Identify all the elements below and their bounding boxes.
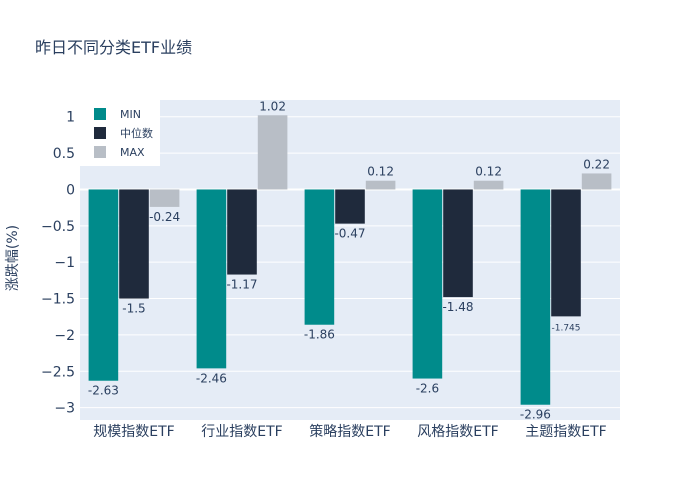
data-label: -1.745 (551, 323, 580, 333)
data-label: -2.46 (196, 371, 227, 385)
data-label: -2.96 (520, 408, 551, 422)
bar (443, 189, 473, 298)
legend-swatch (94, 108, 106, 120)
bar (581, 173, 612, 190)
bar (119, 189, 149, 299)
data-label: 0.22 (583, 157, 610, 171)
bar (335, 189, 365, 224)
data-label: -2.6 (416, 382, 439, 396)
x-tick-label: 风格指数ETF (417, 424, 498, 440)
y-axis-ticks: 1 0.5 0 −0.5 −1 −1.5 −2 −2.5 −3 (41, 110, 75, 417)
bar (304, 189, 335, 325)
legend-swatch (94, 146, 106, 158)
bar (412, 189, 443, 379)
legend-box (80, 100, 160, 166)
x-tick-label: 规模指数ETF (93, 424, 174, 440)
bar (88, 189, 119, 381)
bar (227, 189, 257, 275)
chart-title: 昨日不同分类ETF业绩 (35, 38, 193, 57)
x-axis-ticks: 规模指数ETF 行业指数ETF 策略指数ETF 风格指数ETF 主题指数ETF (93, 423, 606, 440)
bar (365, 180, 396, 190)
y-tick-label: 0.5 (53, 146, 75, 162)
legend-label: MIN (120, 108, 141, 121)
legend-swatch (94, 127, 106, 139)
legend: MIN 中位数 MAX (80, 100, 160, 166)
y-tick-label: −1.5 (41, 292, 75, 308)
bar (196, 189, 227, 369)
legend-label: MAX (120, 146, 145, 159)
bars (88, 115, 612, 405)
x-tick-label: 行业指数ETF (201, 424, 282, 440)
y-tick-label: −0.5 (41, 219, 75, 235)
x-tick-label: 策略指数ETF (309, 423, 390, 440)
legend-label: 中位数 (120, 126, 153, 140)
data-label: -1.86 (304, 328, 335, 342)
bar (149, 189, 180, 207)
data-labels: -2.63 -1.5 -0.24 -2.46 -1.17 1.02 -1.86 -0.47 0.… (88, 99, 610, 421)
y-tick-label: −2.5 (41, 364, 75, 380)
bar (520, 189, 551, 405)
data-label: -0.24 (149, 210, 180, 224)
data-label: 0.12 (475, 165, 502, 179)
data-label: -1.48 (442, 300, 473, 314)
data-label: 0.12 (367, 165, 394, 179)
data-label: -0.47 (334, 227, 365, 241)
data-label: -1.5 (122, 302, 145, 316)
data-label: -2.63 (88, 384, 119, 398)
y-tick-label: 0 (66, 182, 75, 198)
y-tick-label: −1 (54, 255, 75, 271)
data-label: -1.17 (226, 278, 257, 292)
bar (473, 180, 504, 190)
y-tick-label: 1 (66, 110, 75, 126)
bar (551, 189, 581, 317)
y-tick-label: −3 (54, 401, 75, 417)
bar (257, 115, 288, 190)
data-label: 1.02 (259, 99, 286, 113)
x-tick-label: 主题指数ETF (525, 424, 606, 440)
y-tick-label: −2 (54, 328, 75, 344)
